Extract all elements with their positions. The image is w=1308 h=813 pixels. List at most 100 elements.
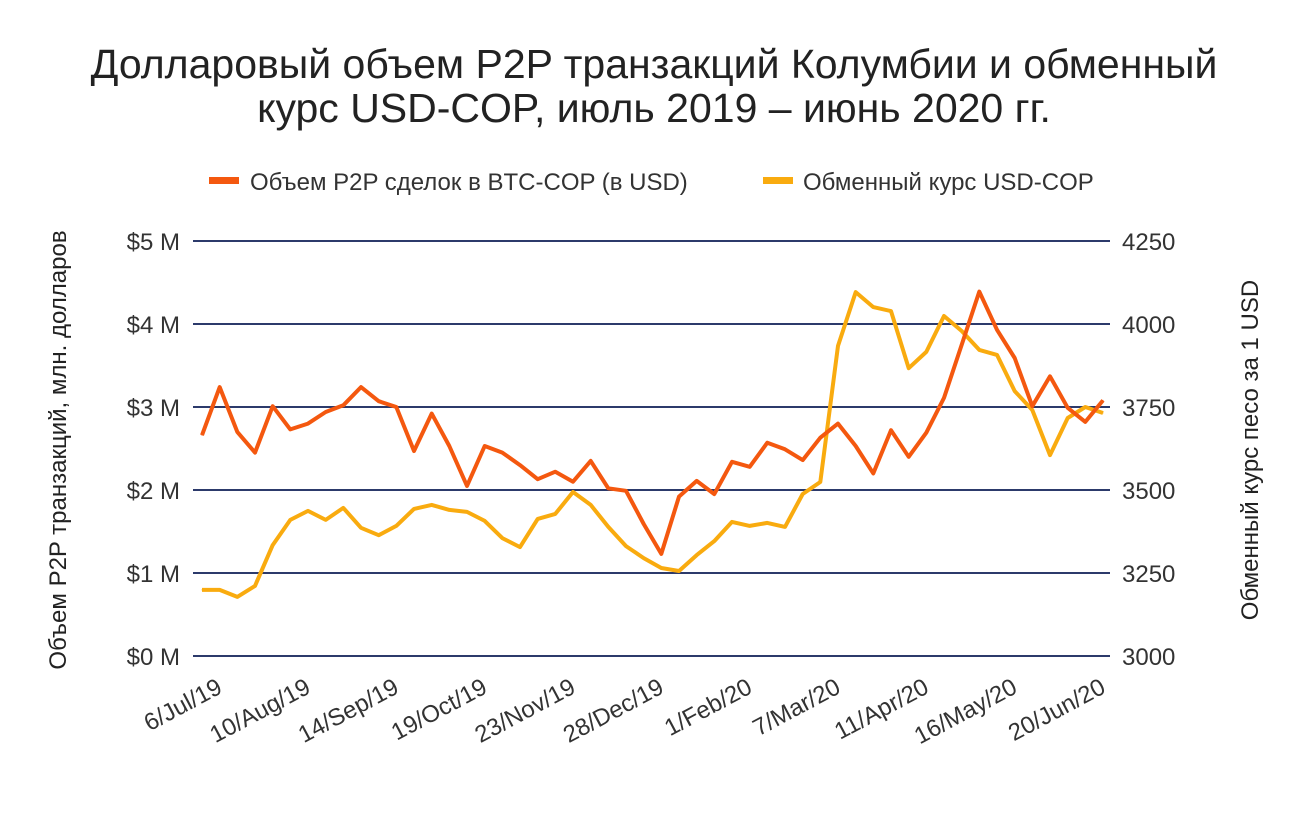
data-point-p2p-volume (1014, 357, 1016, 359)
data-point-exchange-rate (802, 493, 804, 495)
data-point-p2p-volume (572, 481, 574, 483)
data-point-exchange-rate (431, 504, 433, 506)
data-point-p2p-volume (607, 487, 609, 489)
y-right-tick-label: 4250 (1122, 229, 1175, 256)
data-point-exchange-rate (943, 315, 945, 317)
data-point-p2p-volume (925, 432, 927, 434)
data-point-exchange-rate (360, 527, 362, 529)
data-point-exchange-rate (978, 349, 980, 351)
data-point-exchange-rate (713, 540, 715, 542)
data-point-exchange-rate (236, 596, 238, 598)
data-point-exchange-rate (890, 310, 892, 312)
data-point-p2p-volume (713, 493, 715, 495)
data-point-p2p-volume (484, 445, 486, 447)
data-point-p2p-volume (289, 428, 291, 430)
data-point-p2p-volume (1067, 407, 1069, 409)
legend: Объем P2P сделок в BTC-COP (в USD) Обмен… (209, 169, 1094, 196)
data-point-exchange-rate (678, 570, 680, 572)
data-point-exchange-rate (731, 521, 733, 523)
data-point-exchange-rate (590, 504, 592, 506)
data-point-p2p-volume (696, 480, 698, 482)
data-point-p2p-volume (625, 490, 627, 492)
data-point-p2p-volume (307, 423, 309, 425)
series-line-p2p-volume (200, 289, 1105, 556)
data-point-exchange-rate (325, 519, 327, 521)
data-point-exchange-rate (448, 509, 450, 511)
data-point-p2p-volume (731, 461, 733, 463)
chart-title-line-1: Долларовый объем P2P транзакций Колумбии… (91, 41, 1218, 87)
y-left-tick-label: $2 M (127, 478, 180, 505)
data-point-exchange-rate (1014, 390, 1016, 392)
data-point-p2p-volume (554, 471, 556, 473)
data-point-exchange-rate (1084, 406, 1086, 408)
x-axis-ticks: 6/Jul/1910/Aug/1914/Sep/1919/Oct/1923/No… (140, 673, 1110, 749)
x-tick-label: 10/Aug/19 (206, 673, 315, 748)
y-right-tick-label: 3750 (1122, 395, 1175, 422)
data-point-p2p-volume (890, 429, 892, 431)
y-right-tick-label: 3000 (1122, 644, 1175, 671)
x-tick-label: 28/Dec/19 (559, 673, 668, 748)
data-point-p2p-volume (360, 386, 362, 388)
data-point-exchange-rate (484, 520, 486, 522)
data-point-exchange-rate (925, 351, 927, 353)
data-point-p2p-volume (837, 423, 839, 425)
data-point-p2p-volume (643, 523, 645, 525)
chart-title-line-2: курс USD-COP, июль 2019 – июнь 2020 гг. (257, 85, 1051, 131)
data-point-exchange-rate (855, 291, 857, 293)
y-axis-right-label: Обменный курс песо за 1 USD (1237, 280, 1264, 620)
data-point-p2p-volume (590, 460, 592, 462)
data-point-p2p-volume (678, 496, 680, 498)
x-tick-label: 14/Sep/19 (294, 673, 403, 748)
legend-swatch-p2p-volume (209, 177, 239, 184)
data-point-p2p-volume (943, 397, 945, 399)
data-point-p2p-volume (784, 448, 786, 450)
data-point-exchange-rate (395, 525, 397, 527)
series-line-exchange-rate (202, 290, 1104, 599)
y-axis-left-label: Объем P2P транзакций, млн. долларов (45, 230, 72, 669)
y-axis-left-ticks: $0 M $1 M $2 M $3 M $4 M $5 M (127, 229, 180, 671)
data-point-exchange-rate (307, 510, 309, 512)
data-point-p2p-volume (537, 478, 539, 480)
data-point-exchange-rate (749, 525, 751, 527)
data-point-exchange-rate (837, 345, 839, 347)
data-point-exchange-rate (572, 491, 574, 493)
data-point-p2p-volume (448, 445, 450, 447)
data-point-exchange-rate (961, 330, 963, 332)
data-point-p2p-volume (219, 386, 221, 388)
x-tick-label: 16/May/20 (910, 673, 1022, 749)
y-right-tick-label: 3500 (1122, 478, 1175, 505)
data-point-p2p-volume (1102, 399, 1104, 401)
y-right-tick-label: 4000 (1122, 312, 1175, 339)
data-point-exchange-rate (766, 522, 768, 524)
y-left-tick-label: $4 M (127, 312, 180, 339)
y-left-tick-label: $3 M (127, 395, 180, 422)
data-point-p2p-volume (908, 456, 910, 458)
data-point-exchange-rate (378, 534, 380, 536)
data-point-exchange-rate (289, 519, 291, 521)
data-point-p2p-volume (501, 452, 503, 454)
data-point-exchange-rate (660, 567, 662, 569)
data-point-p2p-volume (819, 437, 821, 439)
data-point-p2p-volume (996, 329, 998, 331)
data-point-p2p-volume (1084, 421, 1086, 423)
data-point-exchange-rate (254, 585, 256, 587)
data-point-exchange-rate (908, 367, 910, 369)
data-point-exchange-rate (519, 546, 521, 548)
data-point-p2p-volume (395, 406, 397, 408)
series-lines (200, 289, 1105, 599)
x-tick-label: 20/Jun/20 (1004, 673, 1110, 746)
legend-label-exchange-rate: Обменный курс USD-COP (803, 169, 1094, 196)
data-point-p2p-volume (413, 450, 415, 452)
data-point-exchange-rate (1102, 412, 1104, 414)
data-point-p2p-volume (1049, 375, 1051, 377)
data-point-exchange-rate (1067, 417, 1069, 419)
data-point-p2p-volume (766, 442, 768, 444)
data-point-exchange-rate (342, 507, 344, 509)
data-point-p2p-volume (978, 291, 980, 293)
data-point-exchange-rate (696, 554, 698, 556)
data-point-exchange-rate (537, 518, 539, 520)
data-point-p2p-volume (431, 413, 433, 415)
data-point-exchange-rate (272, 544, 274, 546)
data-point-p2p-volume (855, 445, 857, 447)
